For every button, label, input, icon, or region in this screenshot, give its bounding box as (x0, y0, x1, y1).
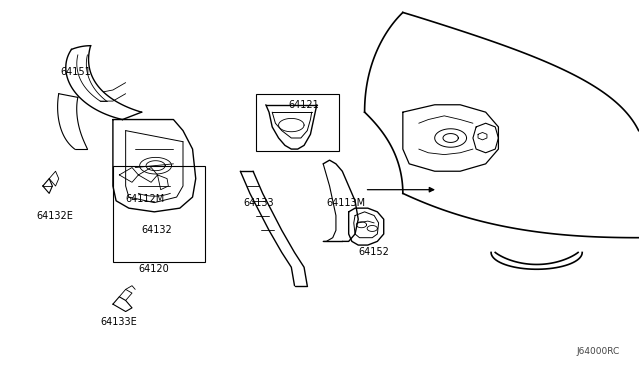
Bar (113, 166, 205, 262)
Text: 64152: 64152 (358, 247, 389, 257)
Text: 64133: 64133 (244, 198, 274, 208)
Text: 64113M: 64113M (326, 198, 365, 208)
Text: 64132: 64132 (141, 225, 172, 235)
Text: J64000RC: J64000RC (576, 347, 620, 356)
Text: 64151: 64151 (60, 67, 91, 77)
Text: 64112M: 64112M (125, 194, 165, 204)
Text: 64132E: 64132E (36, 211, 74, 221)
Bar (256, 94, 339, 151)
Text: 64133E: 64133E (100, 317, 137, 327)
Text: 64120: 64120 (138, 264, 169, 274)
Text: 64121: 64121 (288, 100, 319, 110)
